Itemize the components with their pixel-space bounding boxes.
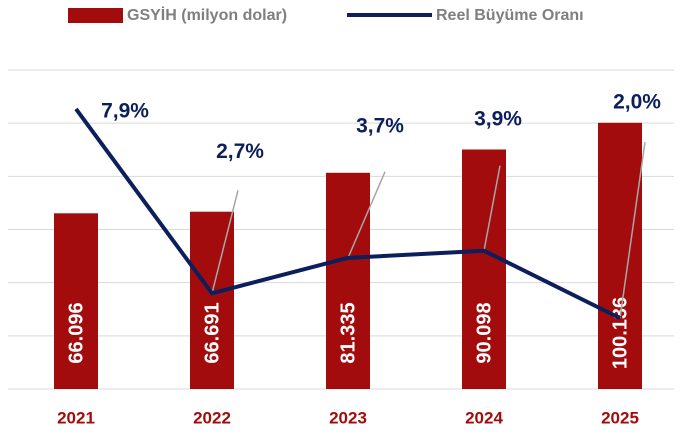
leader-line [619, 142, 646, 319]
line-value-label: 7,9% [101, 100, 149, 123]
leader-line [347, 171, 386, 259]
line-value-label: 3,7% [356, 114, 404, 137]
bar-value-label: 81.335 [337, 302, 359, 363]
line-value-label: 2,7% [216, 140, 264, 163]
legend-swatch [68, 8, 123, 23]
legend-label: GSYİH (milyon dolar) [127, 6, 287, 24]
x-tick-label: 2023 [329, 408, 367, 427]
bar-value-label: 100.136 [609, 297, 631, 369]
legend-label: Reel Büyüme Oranı [436, 7, 584, 24]
bar [326, 172, 370, 389]
line-value-label: 2,0% [613, 91, 661, 114]
bar [54, 213, 98, 389]
line-value-label: 3,9% [474, 107, 522, 130]
bar [462, 149, 506, 389]
x-tick-label: 2024 [465, 408, 503, 427]
leader-line [483, 165, 501, 251]
leader-line [211, 190, 239, 294]
bar-value-label: 90.098 [473, 302, 495, 363]
bar [598, 122, 642, 390]
bar-value-label: 66.691 [201, 302, 223, 363]
bar [190, 211, 234, 389]
x-tick-label: 2025 [601, 408, 639, 427]
x-tick-label: 2021 [57, 408, 95, 427]
bar-value-label: 66.096 [65, 302, 87, 363]
line [74, 107, 621, 320]
x-tick-label: 2022 [193, 408, 231, 427]
